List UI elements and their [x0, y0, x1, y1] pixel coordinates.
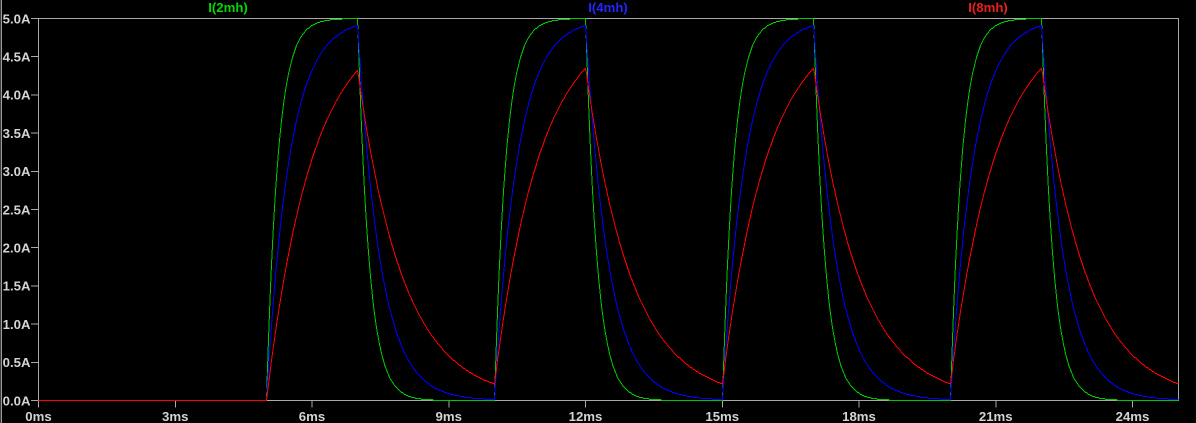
- svg-text:4.5A: 4.5A: [3, 50, 31, 65]
- svg-text:0.0A: 0.0A: [3, 393, 31, 408]
- svg-text:2.0A: 2.0A: [3, 241, 31, 256]
- svg-text:5.0A: 5.0A: [3, 11, 31, 26]
- svg-text:3ms: 3ms: [162, 409, 188, 423]
- svg-text:3.0A: 3.0A: [3, 164, 31, 179]
- svg-text:6ms: 6ms: [299, 409, 325, 423]
- svg-text:9ms: 9ms: [436, 409, 462, 423]
- svg-text:21ms: 21ms: [979, 409, 1013, 423]
- svg-text:15ms: 15ms: [705, 409, 739, 423]
- svg-text:I(4mh): I(4mh): [588, 0, 628, 15]
- svg-text:12ms: 12ms: [569, 409, 603, 423]
- svg-text:3.5A: 3.5A: [3, 126, 31, 141]
- svg-text:0.5A: 0.5A: [3, 355, 31, 370]
- svg-text:1.0A: 1.0A: [3, 317, 31, 332]
- svg-text:2.5A: 2.5A: [3, 202, 31, 217]
- svg-text:I(2mh): I(2mh): [208, 0, 248, 15]
- svg-text:18ms: 18ms: [842, 409, 876, 423]
- svg-text:0ms: 0ms: [25, 409, 51, 423]
- svg-text:1.5A: 1.5A: [3, 279, 31, 294]
- svg-text:I(8mh): I(8mh): [968, 0, 1008, 15]
- svg-text:24ms: 24ms: [1116, 409, 1150, 423]
- svg-text:4.0A: 4.0A: [3, 88, 31, 103]
